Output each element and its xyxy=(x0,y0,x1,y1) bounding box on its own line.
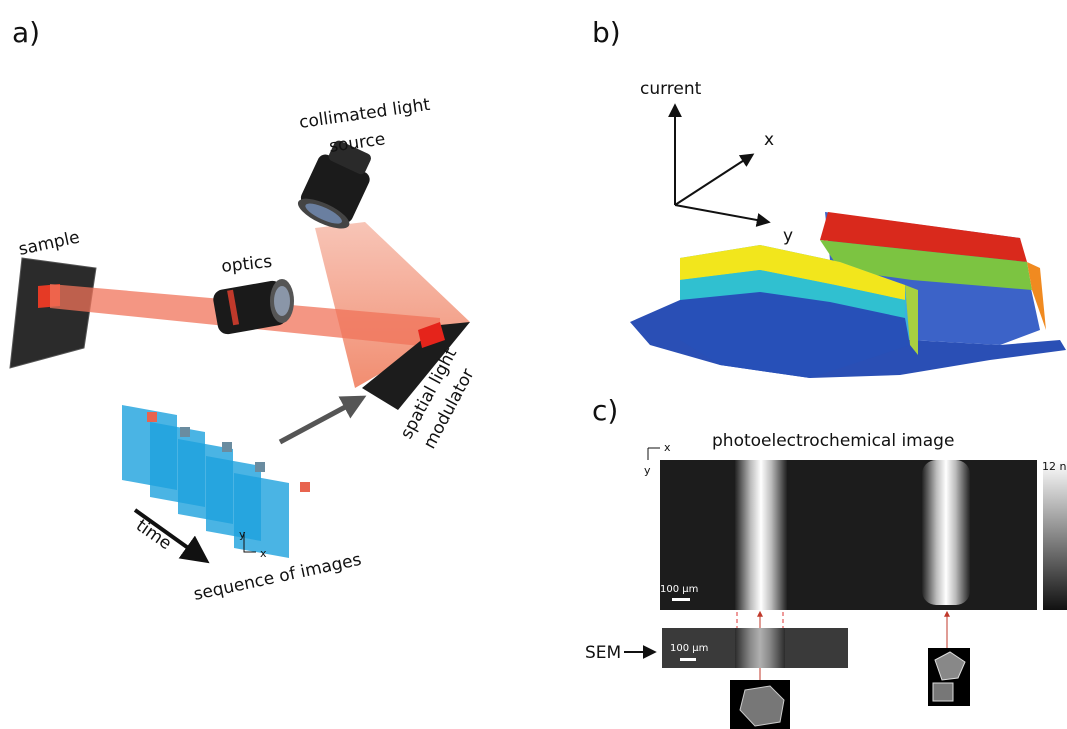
pec-stripe xyxy=(735,460,787,610)
panel-label: b) xyxy=(592,16,621,49)
sem-stripe xyxy=(735,628,785,668)
figure: a) collimated light source sample optics… xyxy=(0,0,1067,729)
axis-label: y xyxy=(783,226,793,246)
pec-image xyxy=(660,460,1037,610)
sequence-label: sequence of images xyxy=(192,550,363,605)
image-stack-part xyxy=(300,482,310,492)
pec-stripe xyxy=(922,460,970,605)
axis-label: x xyxy=(664,441,671,454)
axis-label: x xyxy=(764,130,774,150)
sem-thumbnail xyxy=(730,680,790,729)
colorbar-label: 12 n xyxy=(1042,460,1066,473)
axis-label: y xyxy=(239,528,246,541)
sample-slab xyxy=(10,258,96,368)
scale-bar-label: 100 µm xyxy=(670,643,708,654)
optics-lens-part xyxy=(274,286,290,316)
axis-label: x xyxy=(260,547,267,560)
axis-label: current xyxy=(640,79,702,99)
sem-thumbnail-part xyxy=(933,683,953,701)
axis-label: y xyxy=(644,464,651,477)
image-title: photoelectrochemical image xyxy=(712,431,954,451)
image-stack-part xyxy=(255,462,265,472)
sample-label: sample xyxy=(17,227,82,259)
flow-arrow xyxy=(280,398,362,442)
surface-plot xyxy=(630,212,1066,378)
panel-a: a) collimated light source sample optics… xyxy=(10,16,479,605)
panel-b: b) current x y xyxy=(592,16,1066,378)
panel-label: c) xyxy=(592,394,618,427)
image-stack-part xyxy=(147,412,157,422)
axis xyxy=(675,155,752,205)
image-stack-part xyxy=(222,442,232,452)
light-source-label: collimated light xyxy=(298,95,432,133)
optics-label: optics xyxy=(220,252,273,277)
image-stack-part xyxy=(234,473,289,558)
scale-bar xyxy=(672,598,690,601)
panel-c: c) photoelectrochemical image x y 100 µm… xyxy=(585,394,1067,729)
scale-bar-label: 100 µm xyxy=(660,584,698,595)
sem-thumbnail xyxy=(928,648,970,706)
image-stack-part xyxy=(180,427,190,437)
axis xyxy=(675,205,768,222)
colorbar xyxy=(1043,460,1067,610)
page: a) collimated light source sample optics… xyxy=(0,0,1067,729)
panel-label: a) xyxy=(12,16,40,49)
scale-bar xyxy=(680,658,696,661)
sem-label: SEM xyxy=(585,643,621,663)
light-source-label: source xyxy=(328,129,387,157)
